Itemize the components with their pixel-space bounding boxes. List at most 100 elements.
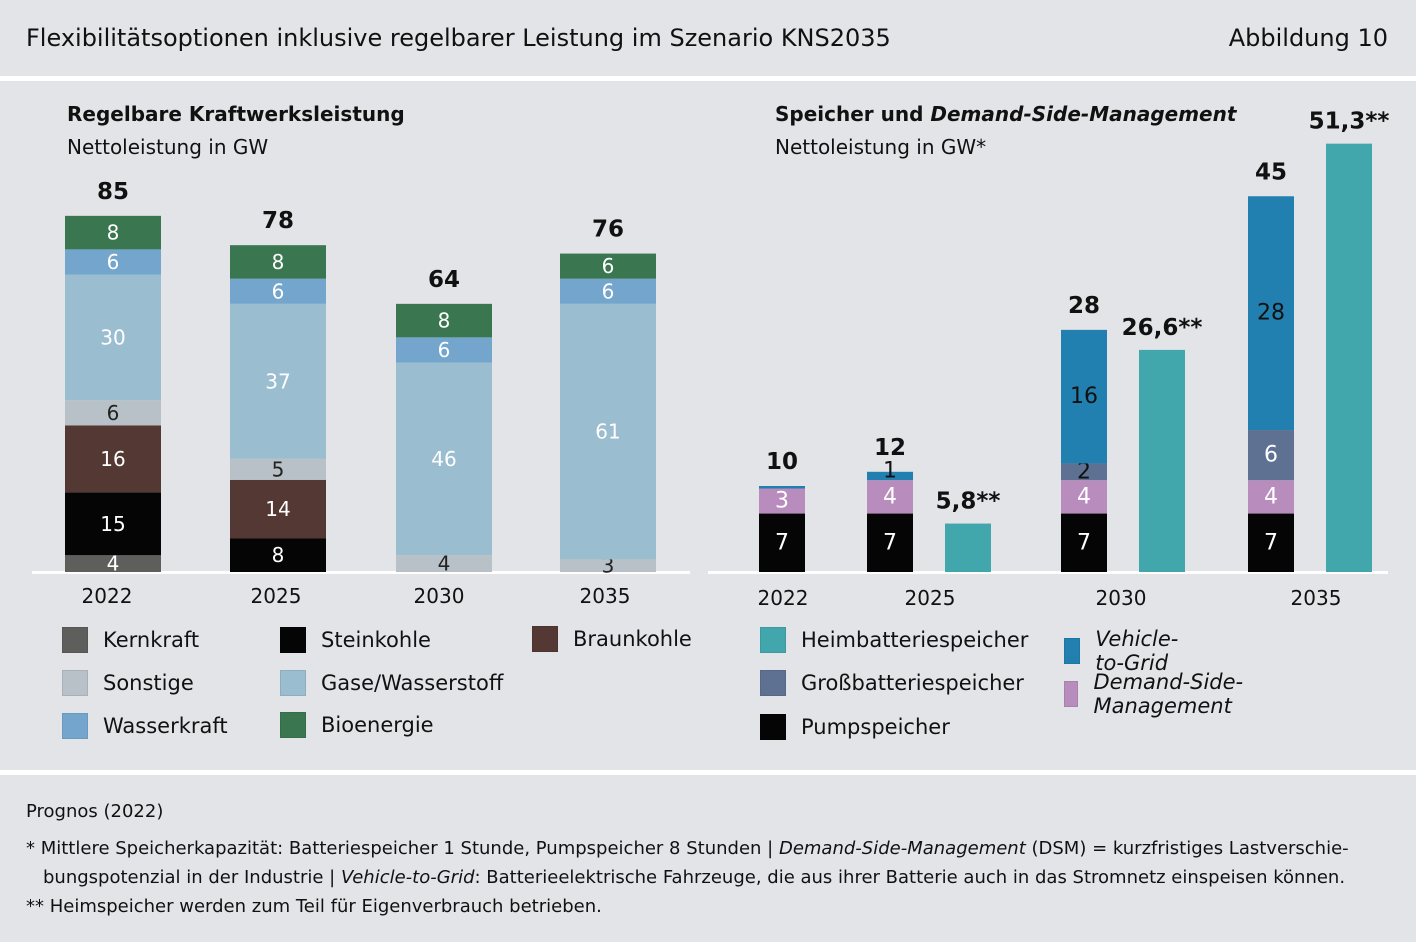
bar-label-sonstige-2035: 3 xyxy=(602,554,615,578)
legend-label-steinkohle: Steinkohle xyxy=(321,628,431,652)
x-tick-label-2035: 2035 xyxy=(580,584,631,608)
legend-item-heimbatteriespeicher: Heimbatteriespeicher xyxy=(760,627,1028,653)
bar-label-wasserkraft-2035: 6 xyxy=(602,279,615,303)
x-tick-label-right-2022: 2022 xyxy=(758,586,809,610)
legend-swatch-gase-wasserstoff xyxy=(280,670,306,696)
x-tick-label-right-2035: 2035 xyxy=(1291,586,1342,610)
total-label-heimbatterie-2025: 5,8** xyxy=(936,489,1001,515)
bar-label-kernkraft-2022: 4 xyxy=(107,552,120,576)
bar-label-demand-side-management-2030: 4 xyxy=(1077,484,1091,509)
bar-gro-batteriespeicher-2030 xyxy=(1061,463,1107,481)
bar-gase-wasserstoff-2035 xyxy=(560,303,656,560)
bar-label-demand-side-management-2025: 4 xyxy=(883,484,897,509)
legend-item-wasserkraft: Wasserkraft xyxy=(62,713,228,739)
bar-vehicle-to-grid-2035 xyxy=(1248,196,1294,431)
bar-vehicle-to-grid-2025 xyxy=(867,471,913,481)
legend-label-wasserkraft: Wasserkraft xyxy=(103,714,228,738)
x-tick-label-2022: 2022 xyxy=(82,584,133,608)
bar-sonstige-2030 xyxy=(396,555,492,572)
right-chart-title-italic: Demand-Side-Management xyxy=(930,102,1237,126)
x-tick-label-2025: 2025 xyxy=(251,584,302,608)
bar-pumpspeicher-2035 xyxy=(1248,513,1294,572)
total-label-heimbatterie-2030: 26,6** xyxy=(1122,315,1203,341)
bar-heimbatteriespeicher-2025 xyxy=(945,523,991,572)
bar-label-bioenergie-2025: 8 xyxy=(272,250,285,274)
bar-bioenergie-2025 xyxy=(230,245,326,279)
bar-sonstige-2025 xyxy=(230,458,326,480)
legend-item-vehicle-to-grid: Vehicle-to-Grid xyxy=(1064,627,1188,675)
divider-bottom xyxy=(0,770,1416,775)
bar-gase-wasserstoff-2030 xyxy=(396,362,492,556)
bar-sonstige-2022 xyxy=(65,400,161,426)
footnote-1: * Mittlere Speicherkapazität: Batteriesp… xyxy=(26,838,1349,859)
divider-top xyxy=(0,76,1416,81)
bar-braunkohle-2025 xyxy=(230,479,326,539)
legend-item-sonstige: Sonstige xyxy=(62,670,194,696)
bar-label-sonstige-2025: 5 xyxy=(272,457,285,481)
footnote-1-cont: bungspotenzial in der Industrie | Vehicl… xyxy=(43,867,1346,888)
legend-item-braunkohle: Braunkohle xyxy=(532,626,692,652)
right-chart-title: Speicher und Demand-Side-Management xyxy=(775,102,1236,126)
legend-swatch-bioenergie xyxy=(280,712,306,738)
bar-gase-wasserstoff-2022 xyxy=(65,274,161,401)
bar-label-vehicle-to-grid-2025: 1 xyxy=(883,458,897,483)
bar-bioenergie-2022 xyxy=(65,215,161,250)
bar-label-vehicle-to-grid-2030: 16 xyxy=(1070,384,1098,409)
bar-label-pumpspeicher-2022: 7 xyxy=(775,530,789,555)
legend-item-steinkohle: Steinkohle xyxy=(280,627,431,653)
bar-wasserkraft-2035 xyxy=(560,278,656,304)
bar-bioenergie-2035 xyxy=(560,253,656,279)
bar-gase-wasserstoff-2025 xyxy=(230,303,326,459)
bar-kernkraft-2022 xyxy=(65,555,161,572)
bar-label-gase-wasserstoff-2022: 30 xyxy=(100,325,125,349)
legend-label-sonstige: Sonstige xyxy=(103,671,194,695)
legend-swatch-sonstige xyxy=(62,670,88,696)
bar-label-steinkohle-2025: 8 xyxy=(272,543,285,567)
legend-swatch-wasserkraft xyxy=(62,713,88,739)
total-label-speicher-2022: 10 xyxy=(766,449,798,475)
bar-steinkohle-2022 xyxy=(65,492,161,556)
bar-braunkohle-2022 xyxy=(65,425,161,493)
bar-label-wasserkraft-2025: 6 xyxy=(272,279,285,303)
bar-vehicle-to-grid-2030 xyxy=(1061,329,1107,464)
bar-label-pumpspeicher-2030: 7 xyxy=(1077,530,1091,555)
total-label-speicher-2025: 12 xyxy=(874,435,906,461)
x-tick-label-right-2025: 2025 xyxy=(905,586,956,610)
total-label-2035: 76 xyxy=(592,217,624,243)
source-text: Prognos (2022) xyxy=(26,801,164,822)
left-chart-subtitle: Nettoleistung in GW xyxy=(67,135,269,159)
bar-demand-side-management-2025 xyxy=(867,480,913,514)
bar-vehicle-to-grid-2022 xyxy=(759,485,805,489)
legend-swatch-gro-batteriespeicher xyxy=(760,670,786,696)
page-title: Flexibilitätsoptionen inklusive regelbar… xyxy=(26,24,891,52)
total-label-2025: 78 xyxy=(262,208,294,234)
bar-label-gase-wasserstoff-2025: 37 xyxy=(265,369,290,393)
total-label-2022: 85 xyxy=(97,179,129,205)
bar-gro-batteriespeicher-2035 xyxy=(1248,430,1294,481)
legend-swatch-braunkohle xyxy=(532,626,558,652)
legend-swatch-pumpspeicher xyxy=(760,714,786,740)
legend-item-demand-side-management: Demand-Side-Management xyxy=(1064,670,1243,718)
bar-demand-side-management-2030 xyxy=(1061,480,1107,514)
x-tick-label-2030: 2030 xyxy=(414,584,465,608)
legend-label-gro-batteriespeicher: Großbatteriespeicher xyxy=(801,671,1024,695)
bar-wasserkraft-2025 xyxy=(230,278,326,304)
footer: Prognos (2022) * Mittlere Speicherkapazi… xyxy=(26,797,1396,921)
x-tick-label-right-2030: 2030 xyxy=(1096,586,1147,610)
bar-pumpspeicher-2022 xyxy=(759,513,805,572)
bar-label-steinkohle-2022: 15 xyxy=(100,512,125,536)
left-chart-title: Regelbare Kraftwerksleistung xyxy=(67,102,405,126)
bar-demand-side-management-2022 xyxy=(759,488,805,514)
bar-label-bioenergie-2035: 6 xyxy=(602,254,615,278)
bar-sonstige-2035 xyxy=(560,559,656,572)
bar-bioenergie-2030 xyxy=(396,303,492,338)
legend-swatch-heimbatteriespeicher xyxy=(760,627,786,653)
bar-label-pumpspeicher-2025: 7 xyxy=(883,530,897,555)
bar-label-gase-wasserstoff-2030: 46 xyxy=(431,447,456,471)
legend-item-gro-batteriespeicher: Großbatteriespeicher xyxy=(760,670,1024,696)
legend-label-heimbatteriespeicher: Heimbatteriespeicher xyxy=(801,628,1029,652)
legend-item-gase-wasserstoff: Gase/Wasserstoff xyxy=(280,670,503,696)
bar-demand-side-management-2035 xyxy=(1248,480,1294,514)
total-label-speicher-2030: 28 xyxy=(1068,293,1100,319)
legend-label-gase-wasserstoff: Gase/Wasserstoff xyxy=(321,671,504,695)
